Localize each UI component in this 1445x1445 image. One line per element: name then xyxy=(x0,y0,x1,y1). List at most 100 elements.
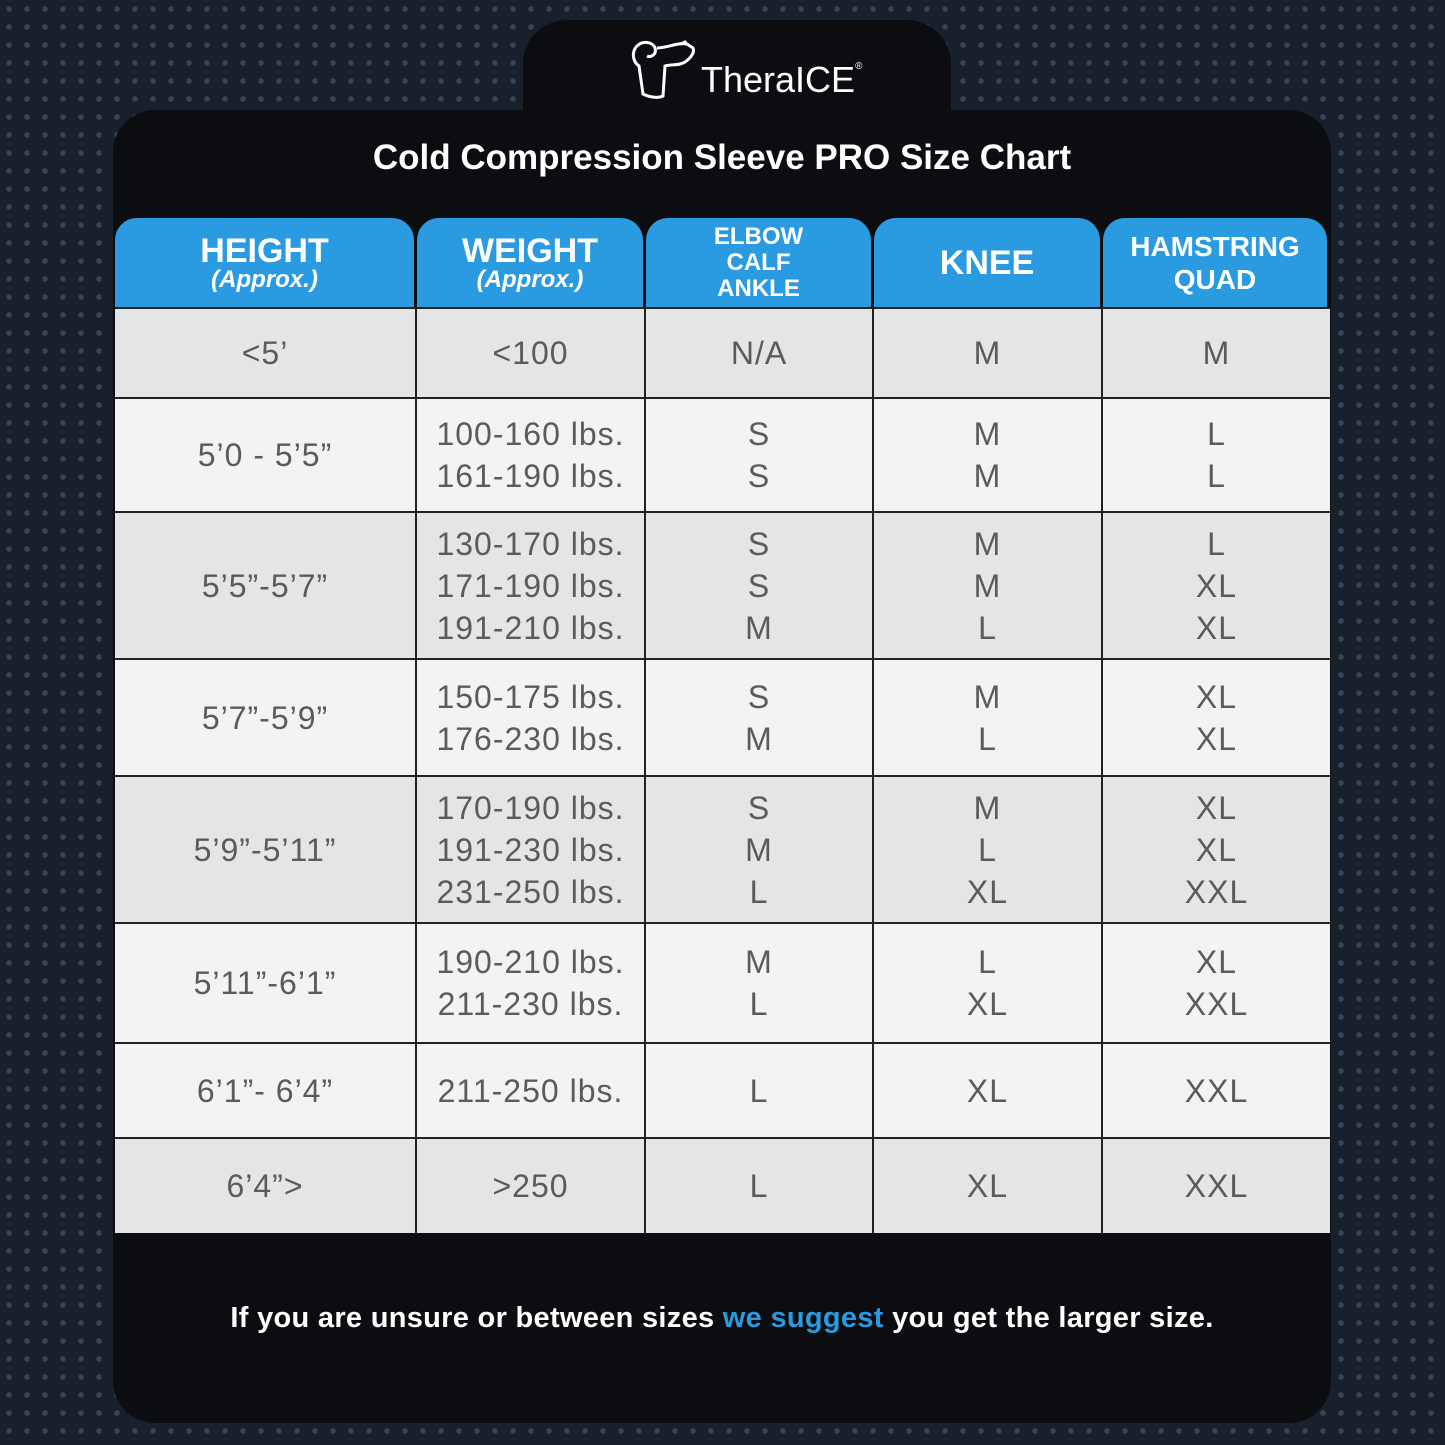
cell-line: M xyxy=(973,525,1002,562)
cell-line: L xyxy=(978,831,997,868)
cell-line: XL xyxy=(966,1168,1009,1204)
cell-line: 5’5”-5’7” xyxy=(201,567,329,604)
cell-line: 6’1”- 6’4” xyxy=(196,1072,334,1109)
cell-line: N/A xyxy=(730,335,788,371)
cell-knee: XL xyxy=(874,1137,1103,1233)
cell-line: 100-160 lbs. xyxy=(436,416,625,452)
header-knee: KNEE xyxy=(874,218,1100,307)
cell-hamstring-quad: XL XL xyxy=(1103,658,1330,775)
cell-line: XL xyxy=(1195,831,1238,868)
cell-line: L xyxy=(749,873,769,910)
cell-line: 190-210 lbs. xyxy=(436,944,625,980)
cell-line: L xyxy=(1207,416,1226,452)
cell-weight: 170-190 lbs. 191-230 lbs. 231-250 lbs. xyxy=(417,775,646,922)
cell-height: 5’9”-5’11” xyxy=(115,775,417,922)
cell-line: XL xyxy=(1195,567,1238,604)
cell-line: S xyxy=(747,525,771,562)
cell-elbow-calf-ankle: L xyxy=(646,1137,874,1233)
cell-line: 5’11”-6’1” xyxy=(193,965,337,1001)
cell-line: XL xyxy=(966,1072,1009,1109)
cell-line: M xyxy=(973,335,1002,371)
cell-hamstring-quad: XXL xyxy=(1103,1042,1330,1137)
cell-line: 5’7”-5’9” xyxy=(201,699,329,736)
cell-line: M xyxy=(745,609,773,646)
cell-line: L xyxy=(749,1168,769,1204)
cell-line: XL xyxy=(966,986,1009,1022)
cell-line: XL xyxy=(1195,678,1238,715)
cell-line: 231-250 lbs. xyxy=(436,873,625,910)
cell-line: S xyxy=(747,678,771,715)
cell-line: XL xyxy=(1195,720,1238,757)
cell-line: S xyxy=(747,416,771,452)
cell-line: S xyxy=(747,458,771,494)
cell-line: XL xyxy=(1195,789,1238,826)
cell-height: 5’0 - 5’5” xyxy=(115,397,417,511)
header-elbow-calf-ankle: ELBOW CALF ANKLE xyxy=(646,218,871,307)
header-weight: WEIGHT (Approx.) xyxy=(417,218,643,307)
cell-knee: M xyxy=(874,307,1103,397)
page-title: Cold Compression Sleeve PRO Size Chart xyxy=(372,138,1072,177)
cell-line: M xyxy=(973,678,1002,715)
cell-line: XXL xyxy=(1184,1072,1249,1109)
cell-height: 5’5”-5’7” xyxy=(115,511,417,658)
header-height: HEIGHT (Approx.) xyxy=(115,218,414,307)
cell-line: L xyxy=(749,1072,769,1109)
cell-weight: 190-210 lbs. 211-230 lbs. xyxy=(417,922,646,1042)
cell-line: 176-230 lbs. xyxy=(436,720,625,757)
cell-line: <100 xyxy=(492,335,569,371)
cell-hamstring-quad: XL XXL xyxy=(1103,922,1330,1042)
cell-line: 211-230 lbs. xyxy=(437,986,624,1022)
cell-height: 6’4”> xyxy=(115,1137,417,1233)
cell-line: M xyxy=(745,944,773,980)
size-table: HEIGHT (Approx.) WEIGHT (Approx.) ELBOW CAL… xyxy=(115,218,1330,1233)
cell-line: S xyxy=(747,789,771,826)
cell-line: M xyxy=(973,789,1002,826)
cell-hamstring-quad: XXL xyxy=(1103,1137,1330,1233)
header-hamstring-quad: HAMSTRING QUAD xyxy=(1103,218,1327,307)
cell-line: XL xyxy=(966,873,1009,910)
cell-weight: 100-160 lbs. 161-190 lbs. xyxy=(417,397,646,511)
cell-line: <5’ xyxy=(241,335,289,371)
brand-logo: TheraICE® xyxy=(627,38,862,102)
cell-knee: L XL xyxy=(874,922,1103,1042)
cell-hamstring-quad: M xyxy=(1103,307,1330,397)
cell-hamstring-quad: XL XL XXL xyxy=(1103,775,1330,922)
cell-height: 5’11”-6’1” xyxy=(115,922,417,1042)
cell-line: L xyxy=(978,609,997,646)
cell-height: 6’1”- 6’4” xyxy=(115,1042,417,1137)
cell-line: 171-190 lbs. xyxy=(436,567,625,604)
cell-line: M xyxy=(973,567,1002,604)
brand-name: TheraICE® xyxy=(701,59,863,100)
cell-line: 191-230 lbs. xyxy=(436,831,625,868)
cell-weight: 150-175 lbs. 176-230 lbs. xyxy=(417,658,646,775)
cell-weight: 211-250 lbs. xyxy=(417,1042,646,1137)
cell-line: 5’0 - 5’5” xyxy=(197,437,333,473)
cell-weight: 130-170 lbs. 171-190 lbs. 191-210 lbs. xyxy=(417,511,646,658)
cell-line: M xyxy=(973,458,1002,494)
cell-height: <5’ xyxy=(115,307,417,397)
cell-line: 6’4”> xyxy=(226,1168,304,1204)
cell-line: XXL xyxy=(1184,986,1249,1022)
cell-line: >250 xyxy=(492,1168,569,1204)
cell-line: 150-175 lbs. xyxy=(436,678,625,715)
cell-line: XL xyxy=(1195,609,1238,646)
cell-line: L xyxy=(749,986,769,1022)
cell-line: S xyxy=(747,567,771,604)
cell-line: M xyxy=(745,831,773,868)
footer-note: If you are unsure or between sizes we su… xyxy=(230,1302,1214,1334)
cell-line: L xyxy=(1207,525,1226,562)
cell-height: 5’7”-5’9” xyxy=(115,658,417,775)
cell-line: 161-190 lbs. xyxy=(436,458,625,494)
cell-hamstring-quad: L XL XL xyxy=(1103,511,1330,658)
cell-line: L xyxy=(1207,458,1226,494)
cell-line: 5’9”-5’11” xyxy=(193,831,337,868)
cell-line: L xyxy=(978,944,997,980)
